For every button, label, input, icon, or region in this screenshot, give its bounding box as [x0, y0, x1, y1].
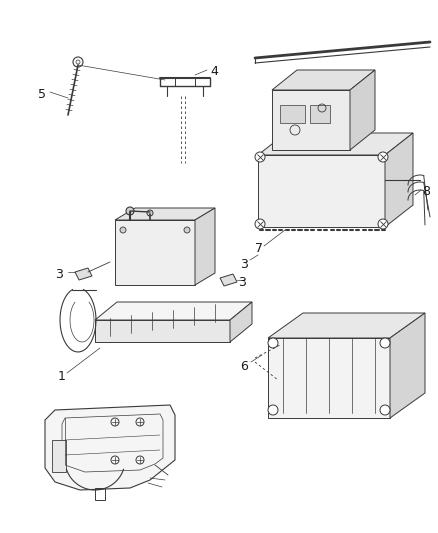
Circle shape: [378, 219, 388, 229]
Bar: [280, 105, 305, 123]
Circle shape: [255, 152, 265, 162]
Bar: [310, 105, 330, 123]
Text: 4: 4: [210, 65, 218, 78]
Polygon shape: [220, 274, 237, 286]
Circle shape: [380, 338, 390, 348]
Polygon shape: [95, 302, 252, 320]
Text: 5: 5: [38, 88, 46, 101]
Circle shape: [184, 227, 190, 233]
Polygon shape: [75, 268, 92, 280]
Bar: [52, 440, 66, 472]
Polygon shape: [258, 133, 413, 155]
Polygon shape: [272, 70, 375, 90]
Circle shape: [268, 338, 278, 348]
Polygon shape: [272, 90, 350, 150]
Text: 7: 7: [255, 242, 263, 255]
Polygon shape: [390, 313, 425, 418]
Polygon shape: [230, 302, 252, 342]
Polygon shape: [45, 405, 175, 490]
Text: 6: 6: [240, 360, 248, 373]
Circle shape: [380, 405, 390, 415]
Circle shape: [126, 207, 134, 215]
Polygon shape: [268, 313, 425, 338]
Polygon shape: [385, 133, 413, 227]
Text: 3: 3: [238, 276, 246, 289]
Polygon shape: [95, 320, 230, 342]
Circle shape: [120, 227, 126, 233]
Text: 3: 3: [55, 268, 63, 281]
Polygon shape: [115, 220, 195, 285]
Circle shape: [255, 219, 265, 229]
Polygon shape: [115, 208, 215, 220]
Polygon shape: [350, 70, 375, 150]
Circle shape: [147, 210, 153, 216]
Text: 1: 1: [58, 370, 66, 383]
Polygon shape: [195, 208, 215, 285]
Polygon shape: [268, 338, 390, 418]
Text: 8: 8: [422, 185, 430, 198]
Circle shape: [378, 152, 388, 162]
Circle shape: [268, 405, 278, 415]
Text: 3: 3: [240, 258, 248, 271]
Polygon shape: [258, 155, 385, 227]
